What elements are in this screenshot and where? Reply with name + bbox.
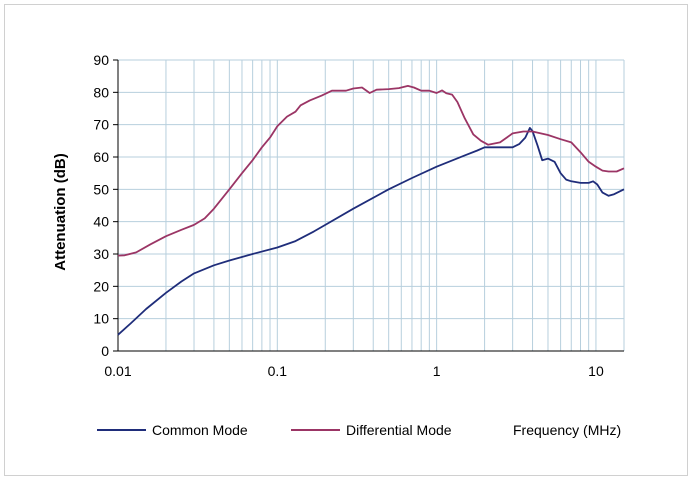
y-tick-labels: 0 10 20 30 40 50 60 70 80 90 bbox=[93, 52, 109, 359]
y-tick-label: 70 bbox=[93, 117, 109, 133]
y-tick-label: 0 bbox=[101, 343, 109, 359]
series-line-differential-mode bbox=[117, 85, 625, 257]
legend-label-common-mode: Common Mode bbox=[152, 422, 248, 438]
y-tick-label: 90 bbox=[93, 52, 109, 68]
x-tick-label: 1 bbox=[433, 363, 441, 379]
x-axis-label: Frequency (MHz) bbox=[513, 422, 621, 438]
series-line-common-mode bbox=[117, 127, 625, 336]
series-lines bbox=[117, 85, 625, 336]
legend: Common Mode Differential Mode Frequency … bbox=[97, 422, 621, 438]
y-tick-label: 80 bbox=[93, 84, 109, 100]
y-tick-label: 60 bbox=[93, 149, 109, 165]
x-tick-label: 0.01 bbox=[104, 363, 131, 379]
y-tick-label: 40 bbox=[93, 214, 109, 230]
legend-label-differential-mode: Differential Mode bbox=[346, 422, 452, 438]
y-tick-label: 30 bbox=[93, 246, 109, 262]
x-tick-label: 10 bbox=[588, 363, 604, 379]
y-tick-label: 20 bbox=[93, 278, 109, 294]
chart-frame bbox=[4, 4, 688, 476]
grid bbox=[118, 59, 625, 351]
y-axis-label: Attenuation (dB) bbox=[52, 153, 69, 270]
y-tick-label: 10 bbox=[93, 311, 109, 327]
x-tick-labels: 0.01 0.1 1 10 bbox=[104, 363, 604, 379]
y-tick-label: 50 bbox=[93, 181, 109, 197]
axes bbox=[113, 59, 624, 352]
x-tick-label: 0.1 bbox=[268, 363, 288, 379]
